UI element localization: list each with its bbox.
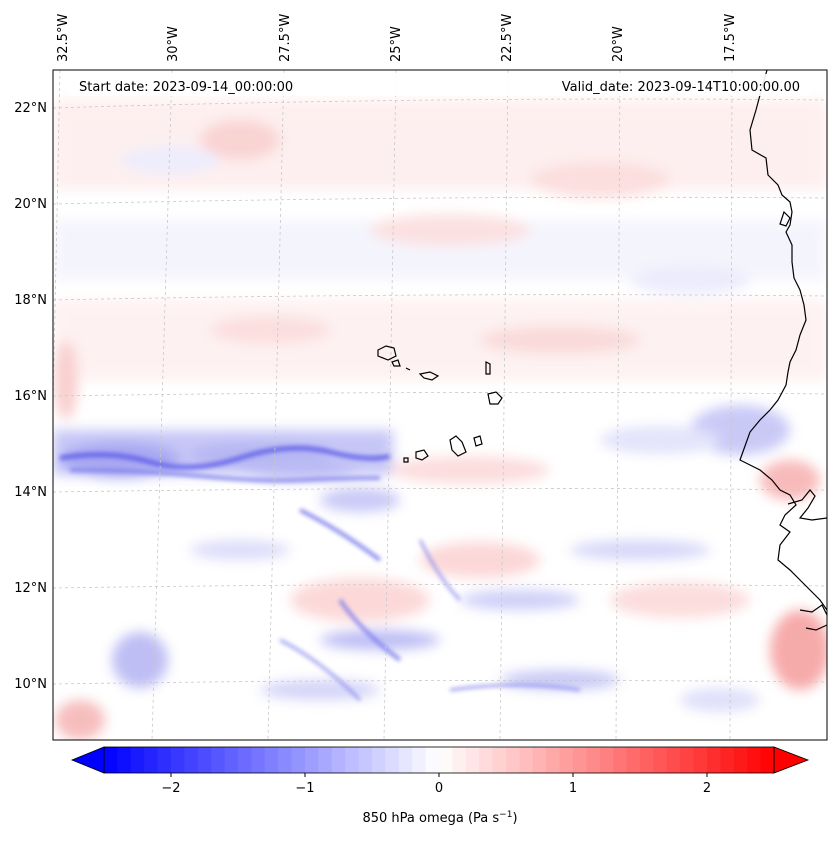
colorbar-tick-label: −2 bbox=[161, 781, 180, 796]
colorbar-cell bbox=[439, 747, 453, 773]
lat-label: 14°N bbox=[14, 485, 47, 500]
colorbar-cell bbox=[385, 747, 400, 773]
colorbar-cell bbox=[358, 747, 373, 773]
graticule bbox=[53, 70, 827, 740]
colorbar-cell bbox=[680, 747, 694, 773]
colorbar-cell bbox=[573, 747, 587, 773]
colorbar-cell bbox=[291, 747, 306, 773]
colorbar-cell bbox=[666, 747, 681, 773]
lat-label: 10°N bbox=[14, 677, 47, 692]
colorbar-cell bbox=[372, 747, 386, 773]
african-coast bbox=[739, 70, 827, 611]
colorbar-cell bbox=[144, 747, 158, 773]
colorbar-cell bbox=[184, 747, 199, 773]
colorbar-cell bbox=[626, 747, 641, 773]
valid-date-text: Valid_date: 2023-09-14T10:00:00.00 bbox=[562, 80, 800, 95]
colorbar-cell bbox=[599, 747, 614, 773]
colorbar-cell bbox=[613, 747, 627, 773]
longitude-labels: 32.5°W 30°W 27.5°W 25°W 22.5°W 20°W 17.5… bbox=[56, 14, 738, 62]
colorbar-cell bbox=[130, 747, 145, 773]
colorbar-cell bbox=[398, 747, 413, 773]
colorbar-cell bbox=[532, 747, 547, 773]
colorbar-cell bbox=[733, 747, 748, 773]
island-santo-antao bbox=[377, 345, 397, 361]
colorbar-cells bbox=[104, 747, 775, 773]
colorbar-cell bbox=[519, 747, 534, 773]
colorbar-cell bbox=[211, 747, 225, 773]
colorbar-cell bbox=[224, 747, 239, 773]
lon-label: 25°W bbox=[389, 26, 404, 62]
colorbar-cell bbox=[693, 747, 708, 773]
lat-label: 20°N bbox=[14, 197, 47, 212]
lon-label: 30°W bbox=[166, 26, 181, 62]
map-frame bbox=[52, 69, 828, 741]
date-banner bbox=[70, 74, 810, 96]
colorbar-cell bbox=[318, 747, 333, 773]
colorbar-cell bbox=[465, 747, 480, 773]
colorbar-cell bbox=[559, 747, 574, 773]
colorbar: −2 −1 0 1 2 850 hPa omega (Pa s−1) bbox=[70, 746, 810, 826]
colorbar-cell bbox=[546, 747, 560, 773]
lon-label: 22.5°W bbox=[500, 14, 515, 62]
lat-label: 22°N bbox=[14, 101, 47, 116]
lat-label: 12°N bbox=[14, 581, 47, 596]
colorbar-cell bbox=[412, 747, 426, 773]
colorbar-cell bbox=[238, 747, 252, 773]
coastline bbox=[377, 70, 827, 631]
lon-label: 32.5°W bbox=[56, 14, 71, 62]
colorbar-cell bbox=[425, 747, 440, 773]
colorbar-cell bbox=[264, 747, 279, 773]
colorbar-cell bbox=[586, 747, 601, 773]
colorbar-cell bbox=[171, 747, 185, 773]
colorbar-extend-min bbox=[70, 746, 105, 774]
colorbar-cell bbox=[452, 747, 467, 773]
colorbar-cell bbox=[305, 747, 319, 773]
lat-label: 18°N bbox=[14, 293, 47, 308]
lon-label: 17.5°W bbox=[723, 14, 738, 62]
lon-label: 20°W bbox=[611, 26, 626, 62]
colorbar-cell bbox=[747, 747, 761, 773]
lon-label: 27.5°W bbox=[278, 14, 293, 62]
colorbar-cell bbox=[117, 747, 132, 773]
colorbar-tick-label: 0 bbox=[435, 781, 443, 796]
colorbar-cell bbox=[760, 747, 775, 773]
colorbar-cell bbox=[707, 747, 721, 773]
map-panel: Start date: 2023-09-14_00:00:00 Valid_da… bbox=[52, 69, 828, 741]
colorbar-cell bbox=[251, 747, 266, 773]
colorbar-cell bbox=[720, 747, 735, 773]
colorbar-extend-max bbox=[773, 746, 810, 774]
colorbar-cell bbox=[197, 747, 212, 773]
colorbar-cell bbox=[506, 747, 520, 773]
colorbar-tick-label: −1 bbox=[295, 781, 314, 796]
omega-field bbox=[53, 100, 827, 740]
colorbar-cell bbox=[479, 747, 493, 773]
colorbar-cell bbox=[278, 747, 292, 773]
latitude-labels: 22°N 20°N 18°N 16°N 14°N 12°N 10°N bbox=[14, 101, 47, 692]
colorbar-cell bbox=[492, 747, 507, 773]
colorbar-ticks: −2 −1 0 1 2 bbox=[161, 773, 711, 796]
colorbar-tick-label: 2 bbox=[703, 781, 711, 796]
colorbar-cell bbox=[331, 747, 346, 773]
colorbar-cell bbox=[104, 747, 118, 773]
colorbar-label: 850 hPa omega (Pa s−1) bbox=[362, 810, 517, 826]
colorbar-cell bbox=[653, 747, 668, 773]
colorbar-cell bbox=[345, 747, 359, 773]
start-date-text: Start date: 2023-09-14_00:00:00 bbox=[79, 80, 293, 95]
colorbar-cell bbox=[640, 747, 654, 773]
colorbar-tick-label: 1 bbox=[569, 781, 577, 796]
colorbar-cell bbox=[157, 747, 172, 773]
lat-label: 16°N bbox=[14, 389, 47, 404]
